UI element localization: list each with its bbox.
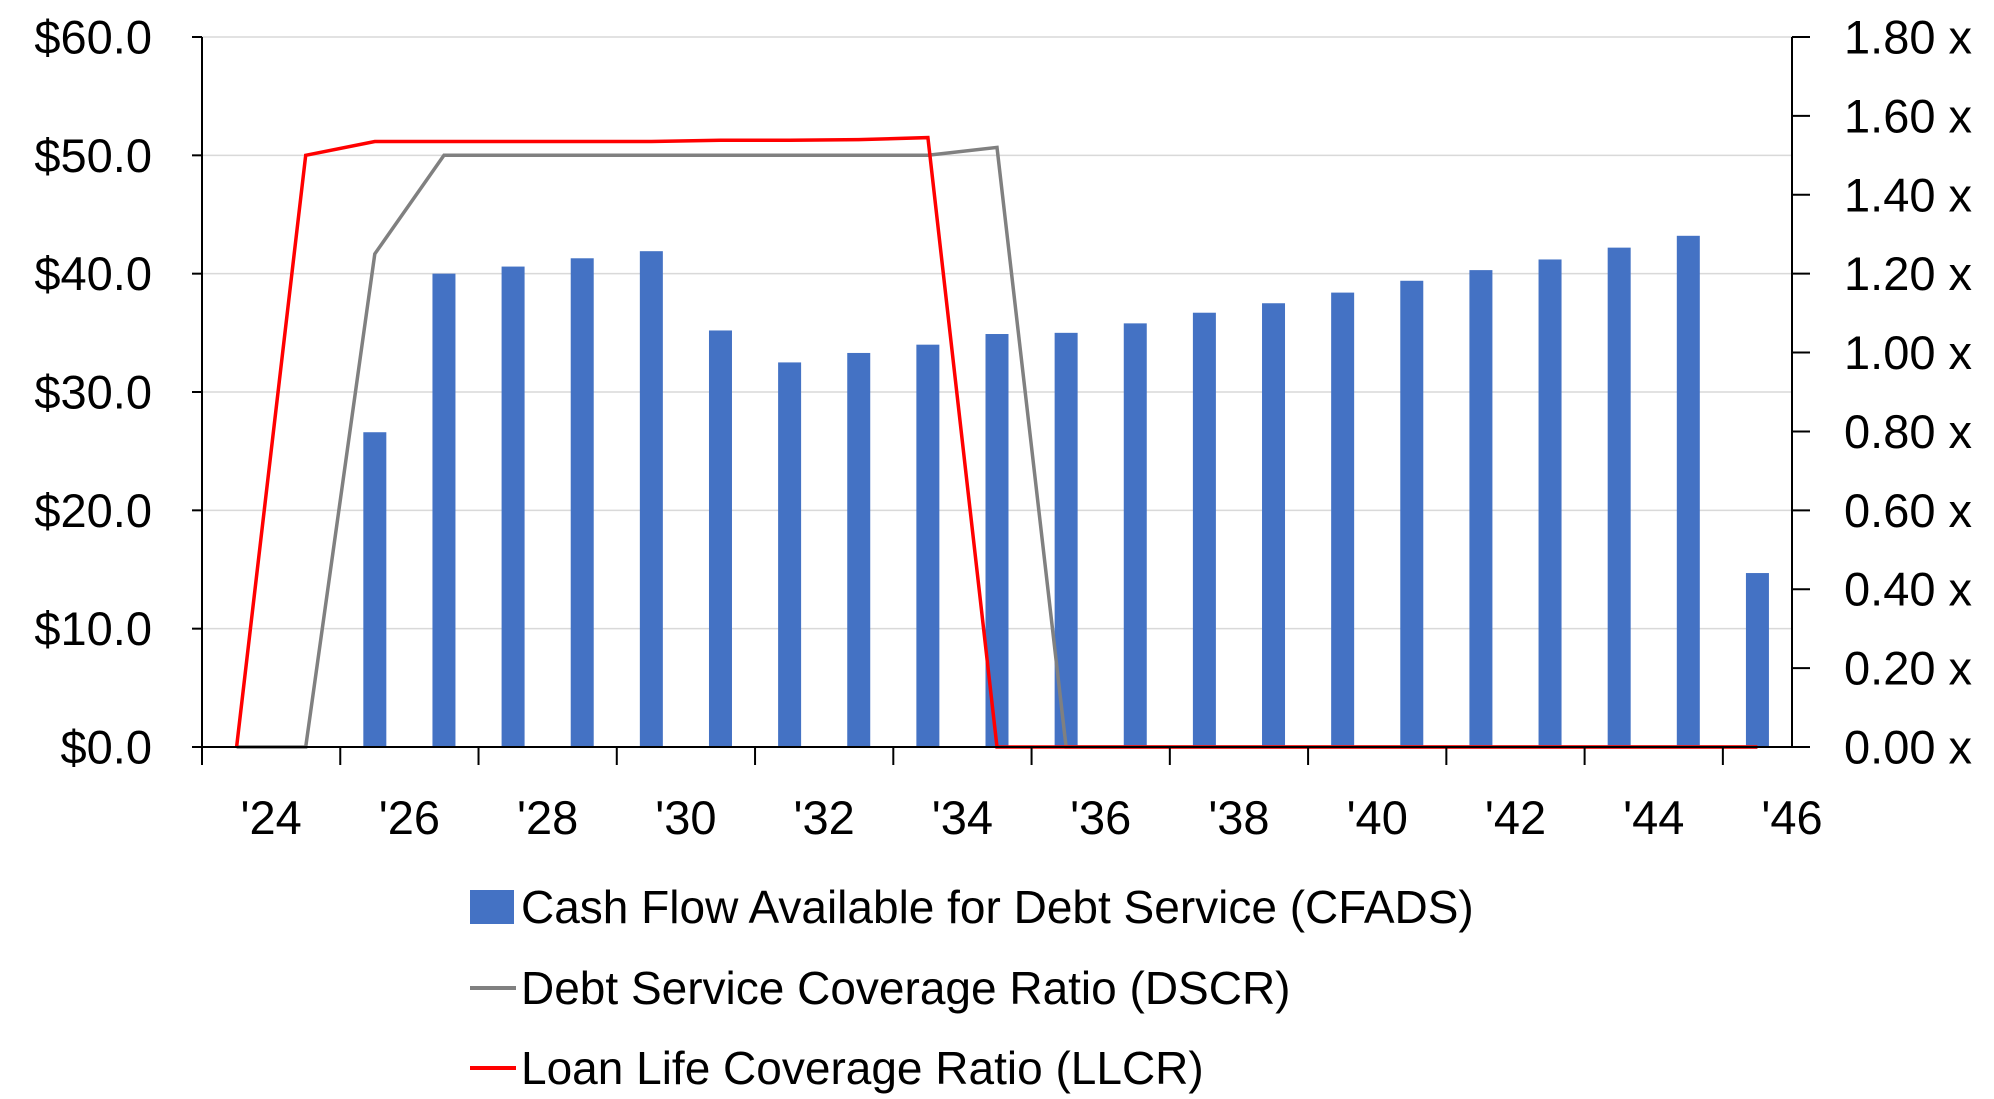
cfads-bar bbox=[570, 258, 594, 747]
cfads-bar bbox=[501, 266, 525, 747]
legend-label: Loan Life Coverage Ratio (LLCR) bbox=[521, 1042, 1204, 1094]
legend-swatch-cfads bbox=[470, 890, 514, 924]
x-tick-label: '26 bbox=[379, 791, 440, 844]
right-tick-label: 1.20 x bbox=[1844, 247, 1972, 300]
cfads-bar bbox=[1262, 303, 1286, 747]
cfads-bar bbox=[363, 432, 387, 747]
legend-label: Cash Flow Available for Debt Service (CF… bbox=[521, 881, 1474, 933]
cfads-bar bbox=[1400, 280, 1424, 747]
right-tick-label: 0.40 x bbox=[1844, 563, 1972, 616]
left-tick-label: $0.0 bbox=[61, 721, 152, 774]
left-tick-label: $20.0 bbox=[34, 484, 152, 537]
right-tick-label: 0.00 x bbox=[1844, 721, 1972, 774]
cfads-bar bbox=[639, 251, 663, 747]
x-tick-label: '24 bbox=[240, 791, 301, 844]
x-tick-label: '34 bbox=[932, 791, 993, 844]
cfads-bar bbox=[847, 352, 871, 747]
legend: Cash Flow Available for Debt Service (CF… bbox=[470, 881, 1474, 1094]
cfads-bar bbox=[1331, 292, 1355, 747]
right-tick-label: 1.40 x bbox=[1844, 168, 1972, 221]
cfads-bars bbox=[363, 235, 1769, 748]
x-tick-label: '32 bbox=[794, 791, 855, 844]
cfads-bar bbox=[1054, 332, 1078, 747]
right-tick-label: 1.60 x bbox=[1844, 89, 1972, 142]
right-tick-label: 0.60 x bbox=[1844, 484, 1972, 537]
right-tick-label: 1.80 x bbox=[1844, 11, 1972, 64]
right-tick-label: 0.20 x bbox=[1844, 642, 1972, 695]
cfads-bar bbox=[916, 344, 940, 747]
x-tick-label: '44 bbox=[1623, 791, 1684, 844]
cfads-bar bbox=[432, 273, 456, 747]
cfads-bar bbox=[708, 330, 732, 747]
x-tick-label: '42 bbox=[1485, 791, 1546, 844]
left-tick-label: $10.0 bbox=[34, 602, 152, 655]
cfads-bar bbox=[1192, 312, 1216, 747]
x-tick-label: '38 bbox=[1208, 791, 1269, 844]
left-tick-label: $30.0 bbox=[34, 366, 152, 419]
cfads-bar bbox=[1745, 573, 1769, 747]
x-tick-label: '36 bbox=[1070, 791, 1131, 844]
right-tick-label: 0.80 x bbox=[1844, 405, 1972, 458]
x-tick-label: '40 bbox=[1347, 791, 1408, 844]
cfads-bar bbox=[1676, 235, 1700, 748]
left-tick-label: $50.0 bbox=[34, 129, 152, 182]
cfads-bar bbox=[1607, 247, 1631, 747]
legend-label: Debt Service Coverage Ratio (DSCR) bbox=[521, 962, 1291, 1014]
cfads-bar bbox=[1123, 323, 1147, 747]
x-tick-label: '28 bbox=[517, 791, 578, 844]
cfads-bar bbox=[1538, 259, 1562, 747]
right-tick-label: 1.00 x bbox=[1844, 326, 1972, 379]
axes: $0.0 $10.0 $20.0 $30.0 $40.0 $50.0 $60.0 0.00 x… bbox=[34, 11, 1972, 845]
x-tick-label: '46 bbox=[1761, 791, 1822, 844]
x-tick-label: '30 bbox=[655, 791, 716, 844]
cfads-bar bbox=[1469, 270, 1493, 747]
cfads-bar bbox=[985, 334, 1009, 747]
left-tick-label: $60.0 bbox=[34, 11, 152, 64]
cfads-bar bbox=[778, 362, 802, 747]
left-tick-label: $40.0 bbox=[34, 247, 152, 300]
